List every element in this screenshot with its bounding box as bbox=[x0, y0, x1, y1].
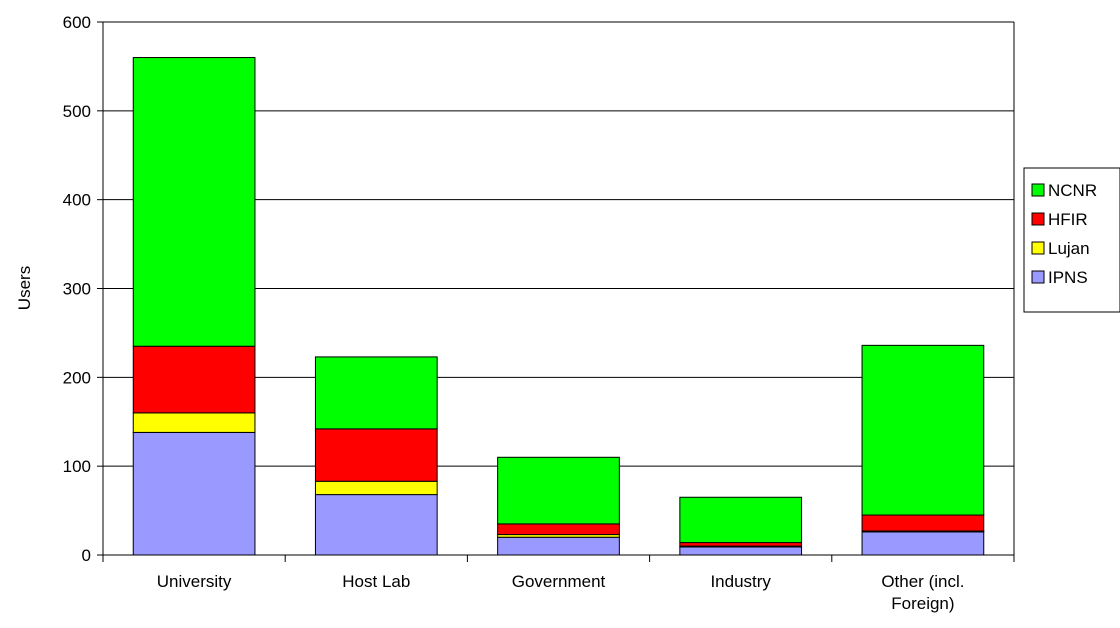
axes: 0 100 200 300 400 500 600 University Host Lab Gov… bbox=[63, 13, 1015, 613]
bar-lujan-1 bbox=[314, 480, 438, 496]
y-tick-label: 100 bbox=[63, 457, 91, 476]
x-tick-label: Host Lab bbox=[342, 572, 410, 591]
y-tick-label: 600 bbox=[63, 13, 91, 32]
legend-label-ipns: IPNS bbox=[1048, 268, 1088, 287]
legend-label-hfir: HFIR bbox=[1048, 210, 1088, 229]
legend-swatch-hfir bbox=[1031, 212, 1045, 226]
bar-ipns-1 bbox=[314, 494, 438, 556]
y-tick-label: 300 bbox=[63, 280, 91, 299]
legend-swatch-lujan bbox=[1031, 241, 1045, 255]
bar-hfir-2 bbox=[497, 523, 620, 536]
bar-hfir-0 bbox=[132, 345, 256, 414]
y-tick-label: 400 bbox=[63, 191, 91, 210]
y-tick-label: 0 bbox=[82, 546, 91, 565]
x-tick-label: Government bbox=[512, 572, 606, 591]
legend-swatch-ipns bbox=[1031, 270, 1045, 284]
x-tick-label: Industry bbox=[710, 572, 771, 591]
legend-label-lujan: Lujan bbox=[1048, 239, 1090, 258]
bar-ipns-3 bbox=[679, 546, 803, 556]
legend-swatch-ncnr bbox=[1031, 183, 1045, 197]
bar-ipns-2 bbox=[497, 536, 620, 556]
bar-ncnr-3 bbox=[679, 496, 803, 544]
bar-ncnr-1 bbox=[314, 356, 438, 430]
bar-ncnr-4 bbox=[861, 344, 985, 516]
bars bbox=[132, 57, 985, 556]
y-axis-title: Users bbox=[15, 266, 34, 310]
bar-hfir-4 bbox=[861, 514, 985, 532]
bar-lujan-0 bbox=[132, 412, 256, 433]
y-tick-label: 200 bbox=[63, 368, 91, 387]
bar-ncnr-0 bbox=[132, 57, 256, 347]
legend-label-ncnr: NCNR bbox=[1048, 181, 1097, 200]
bar-hfir-3 bbox=[679, 542, 803, 547]
legend: NCNR HFIR Lujan IPNS bbox=[1023, 167, 1120, 313]
bar-ipns-0 bbox=[132, 431, 256, 556]
bar-ncnr-2 bbox=[497, 456, 620, 525]
y-tick-label: 500 bbox=[63, 102, 91, 121]
x-tick-label: Other (incl. Foreign) bbox=[881, 572, 964, 613]
bar-ipns-4 bbox=[861, 531, 985, 556]
bar-hfir-1 bbox=[314, 428, 438, 482]
x-tick-label: University bbox=[157, 572, 232, 591]
